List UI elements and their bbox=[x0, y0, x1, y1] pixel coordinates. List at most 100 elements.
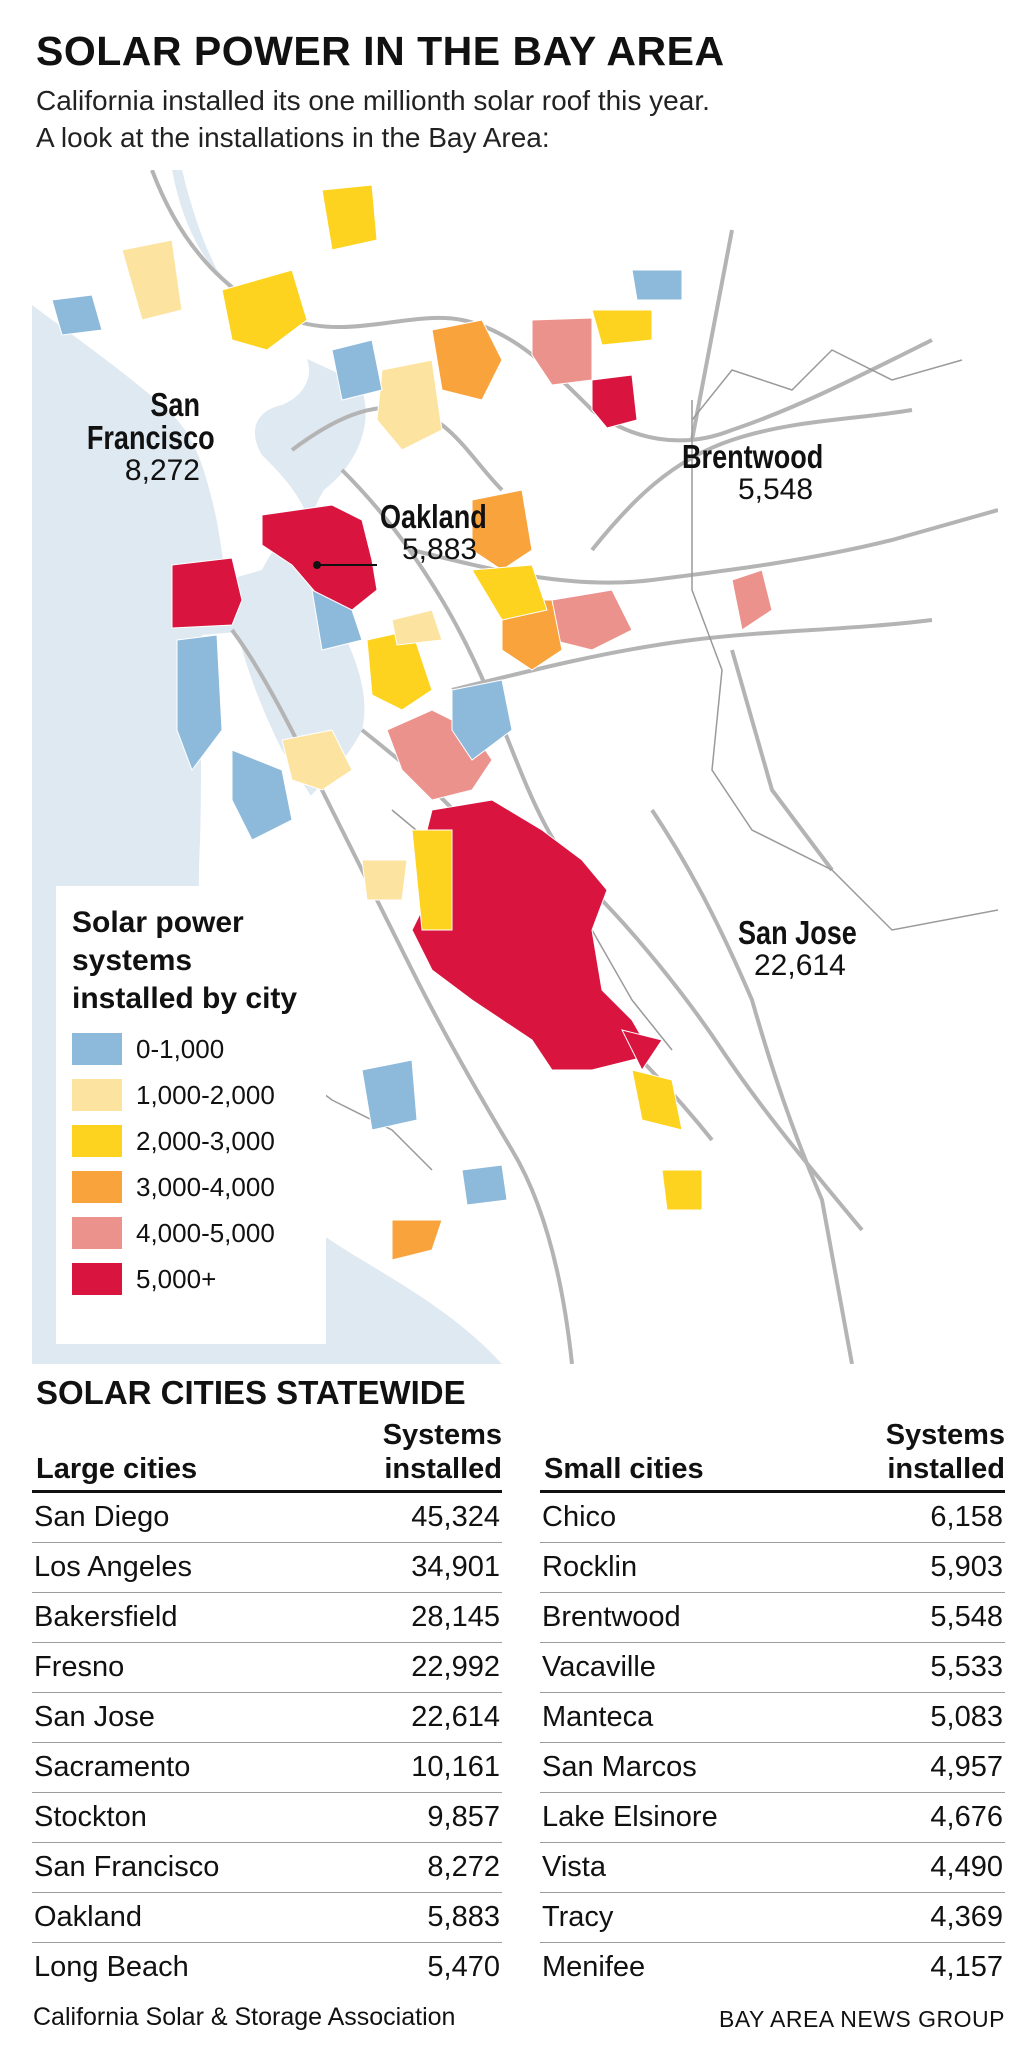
city-value: 5,883 bbox=[427, 1901, 500, 1933]
city-name: Chico bbox=[542, 1501, 617, 1533]
small-cities-table: Small cities Systems installed Chico 6,15… bbox=[540, 1418, 1005, 1992]
city-value: 5,083 bbox=[930, 1701, 1003, 1733]
label-san-francisco: San Francisco 8,272 bbox=[62, 386, 215, 486]
label-san-jose-name: San Jose bbox=[738, 914, 857, 951]
city-name: San Marcos bbox=[542, 1751, 697, 1783]
region-lightyellow-4 bbox=[361, 859, 408, 901]
map-municipalities bbox=[51, 184, 773, 1261]
region-blue-5 bbox=[451, 679, 513, 761]
legend-item: 4,000-5,000 bbox=[72, 1210, 310, 1256]
systems-installed-header: Systems installed bbox=[383, 1418, 502, 1486]
table-row: Tracy 4,369 bbox=[540, 1893, 1005, 1943]
source-credit: California Solar & Storage Association bbox=[33, 2003, 456, 2031]
label-san-jose: San Jose 22,614 bbox=[738, 916, 883, 981]
statewide-title: SOLAR CITIES STATEWIDE bbox=[36, 1374, 466, 1411]
region-yellow-4 bbox=[471, 564, 548, 621]
city-name: San Francisco bbox=[34, 1851, 220, 1883]
header-line-2: installed bbox=[887, 1453, 1005, 1485]
city-name: Menifee bbox=[542, 1951, 646, 1983]
table-row: Rocklin 5,903 bbox=[540, 1543, 1005, 1593]
header-line-1: Systems bbox=[885, 1419, 1005, 1451]
table-row: Vista 4,490 bbox=[540, 1843, 1005, 1893]
region-blue-6 bbox=[361, 1059, 418, 1131]
table-row: Menifee 4,157 bbox=[540, 1943, 1005, 1992]
region-orange-1 bbox=[431, 319, 503, 401]
label-oakland-name: Oakland bbox=[380, 498, 487, 535]
oakland-marker bbox=[313, 561, 321, 569]
table-row: Stockton 9,857 bbox=[32, 1793, 502, 1843]
region-yellow-6 bbox=[631, 1069, 683, 1131]
small-cities-body: Chico 6,158 Rocklin 5,903 Brentwood 5,548 V… bbox=[540, 1493, 1005, 1992]
city-name: Sacramento bbox=[34, 1751, 191, 1783]
table-row: Los Angeles 34,901 bbox=[32, 1543, 502, 1593]
region-blue-7 bbox=[461, 1164, 508, 1206]
region-orange-4 bbox=[391, 1219, 443, 1261]
large-cities-label: Large cities bbox=[36, 1453, 198, 1485]
city-value: 4,369 bbox=[930, 1901, 1003, 1933]
table-row: Long Beach 5,470 bbox=[32, 1943, 502, 1992]
region-san-jose bbox=[411, 799, 653, 1071]
legend-label: 1,000-2,000 bbox=[136, 1079, 275, 1110]
subtitle-line-1: California installed its one millionth s… bbox=[36, 85, 710, 116]
subtitle: California installed its one millionth s… bbox=[36, 82, 710, 156]
region-oakland bbox=[261, 504, 378, 611]
region-brentwood bbox=[591, 374, 638, 429]
legend-item: 3,000-4,000 bbox=[72, 1164, 310, 1210]
subtitle-line-2: A look at the installations in the Bay A… bbox=[36, 122, 550, 153]
table-row: Sacramento 10,161 bbox=[32, 1743, 502, 1793]
region-lightyellow-5 bbox=[391, 609, 443, 646]
city-name: Rocklin bbox=[542, 1551, 638, 1583]
legend-label: 3,000-4,000 bbox=[136, 1171, 275, 1202]
city-value: 9,857 bbox=[427, 1801, 500, 1833]
region-red-small bbox=[621, 1029, 663, 1071]
legend-item: 1,000-2,000 bbox=[72, 1072, 310, 1118]
page-title: SOLAR POWER IN THE BAY AREA bbox=[36, 28, 725, 74]
label-brentwood-value: 5,548 bbox=[738, 473, 814, 506]
legend-label: 4,000-5,000 bbox=[136, 1217, 275, 1248]
legend-swatch bbox=[72, 1217, 122, 1249]
legend-swatch bbox=[72, 1125, 122, 1157]
small-cities-label: Small cities bbox=[544, 1453, 704, 1485]
city-value: 8,272 bbox=[427, 1851, 500, 1883]
region-pink-east bbox=[531, 317, 593, 386]
large-cities-table: Large cities Systems installed San Diego… bbox=[32, 1418, 502, 1992]
table-row: Manteca 5,083 bbox=[540, 1693, 1005, 1743]
large-cities-body: San Diego 45,324 Los Angeles 34,901 Bakers… bbox=[32, 1493, 502, 1992]
city-name: Tracy bbox=[542, 1901, 614, 1933]
city-name: Long Beach bbox=[34, 1951, 189, 1983]
legend-label: 0-1,000 bbox=[136, 1033, 225, 1064]
region-lightyellow-1 bbox=[121, 239, 183, 321]
region-yellow-2 bbox=[221, 269, 308, 351]
table-row: San Diego 45,324 bbox=[32, 1493, 502, 1543]
region-blue-2 bbox=[176, 634, 223, 772]
table-row: San Jose 22,614 bbox=[32, 1693, 502, 1743]
table-row: Bakersfield 28,145 bbox=[32, 1593, 502, 1643]
city-name: Brentwood bbox=[542, 1601, 681, 1633]
region-blue-4 bbox=[331, 339, 383, 401]
city-name: Los Angeles bbox=[34, 1551, 193, 1583]
region-san-francisco bbox=[171, 557, 243, 629]
large-cities-header: Large cities Systems installed bbox=[32, 1418, 502, 1493]
table-row: Lake Elsinore 4,676 bbox=[540, 1793, 1005, 1843]
city-name: Lake Elsinore bbox=[542, 1801, 718, 1833]
label-san-francisco-line1: San bbox=[150, 386, 200, 423]
map-svg bbox=[32, 170, 998, 1364]
region-yellow-8 bbox=[591, 309, 653, 346]
city-value: 28,145 bbox=[411, 1601, 500, 1633]
region-blue-9 bbox=[311, 589, 363, 651]
region-pink-far bbox=[731, 569, 773, 631]
table-row: Vacaville 5,533 bbox=[540, 1643, 1005, 1693]
legend-item: 5,000+ bbox=[72, 1256, 310, 1302]
systems-installed-header: Systems installed bbox=[886, 1418, 1005, 1486]
label-oakland-value: 5,883 bbox=[402, 533, 478, 566]
city-name: San Jose bbox=[34, 1701, 155, 1733]
legend-label: 2,000-3,000 bbox=[136, 1125, 275, 1156]
city-value: 5,470 bbox=[427, 1951, 500, 1983]
city-value: 5,903 bbox=[930, 1551, 1003, 1583]
city-value: 22,614 bbox=[411, 1701, 500, 1733]
legend-swatch bbox=[72, 1033, 122, 1065]
region-blue-1 bbox=[51, 294, 103, 336]
label-oakland: Oakland 5,883 bbox=[380, 500, 510, 565]
label-brentwood: Brentwood 5,548 bbox=[682, 440, 854, 505]
city-value: 22,992 bbox=[411, 1651, 500, 1683]
